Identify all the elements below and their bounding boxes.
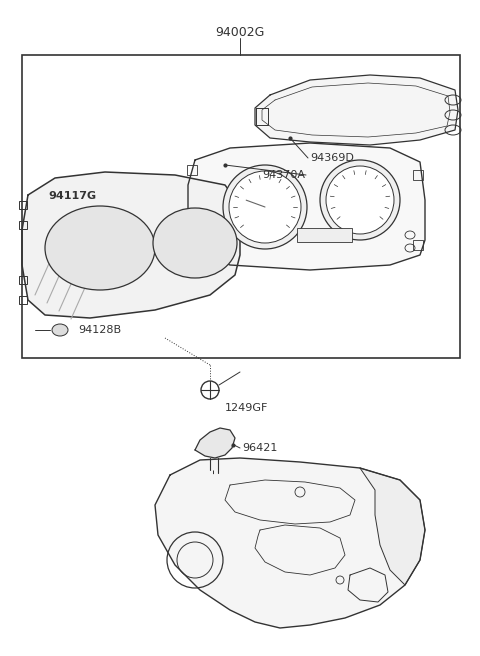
Polygon shape [188, 143, 425, 270]
Polygon shape [155, 458, 425, 628]
Ellipse shape [45, 206, 155, 290]
Bar [19, 276, 27, 284]
Polygon shape [255, 75, 458, 145]
Ellipse shape [153, 208, 237, 278]
Text: 94117G: 94117G [48, 191, 96, 201]
Ellipse shape [229, 171, 301, 243]
Bar [19, 201, 27, 209]
Polygon shape [360, 468, 425, 585]
Text: 94128B: 94128B [78, 325, 121, 335]
Text: 94369D: 94369D [310, 153, 354, 163]
Bar [22, 55, 460, 358]
Text: 94370A: 94370A [262, 170, 305, 180]
Bar [413, 170, 423, 180]
Bar [187, 165, 197, 175]
Ellipse shape [52, 324, 68, 336]
Bar [19, 221, 27, 229]
Bar [19, 296, 27, 304]
Polygon shape [195, 428, 235, 458]
Bar [187, 235, 197, 245]
Text: 94002G: 94002G [216, 26, 264, 39]
Ellipse shape [320, 160, 400, 240]
Ellipse shape [326, 166, 394, 234]
Ellipse shape [223, 165, 307, 249]
Bar [413, 240, 423, 250]
Bar [297, 228, 352, 242]
Text: 96421: 96421 [242, 443, 277, 453]
Polygon shape [22, 172, 240, 318]
Text: 1249GF: 1249GF [225, 403, 268, 413]
